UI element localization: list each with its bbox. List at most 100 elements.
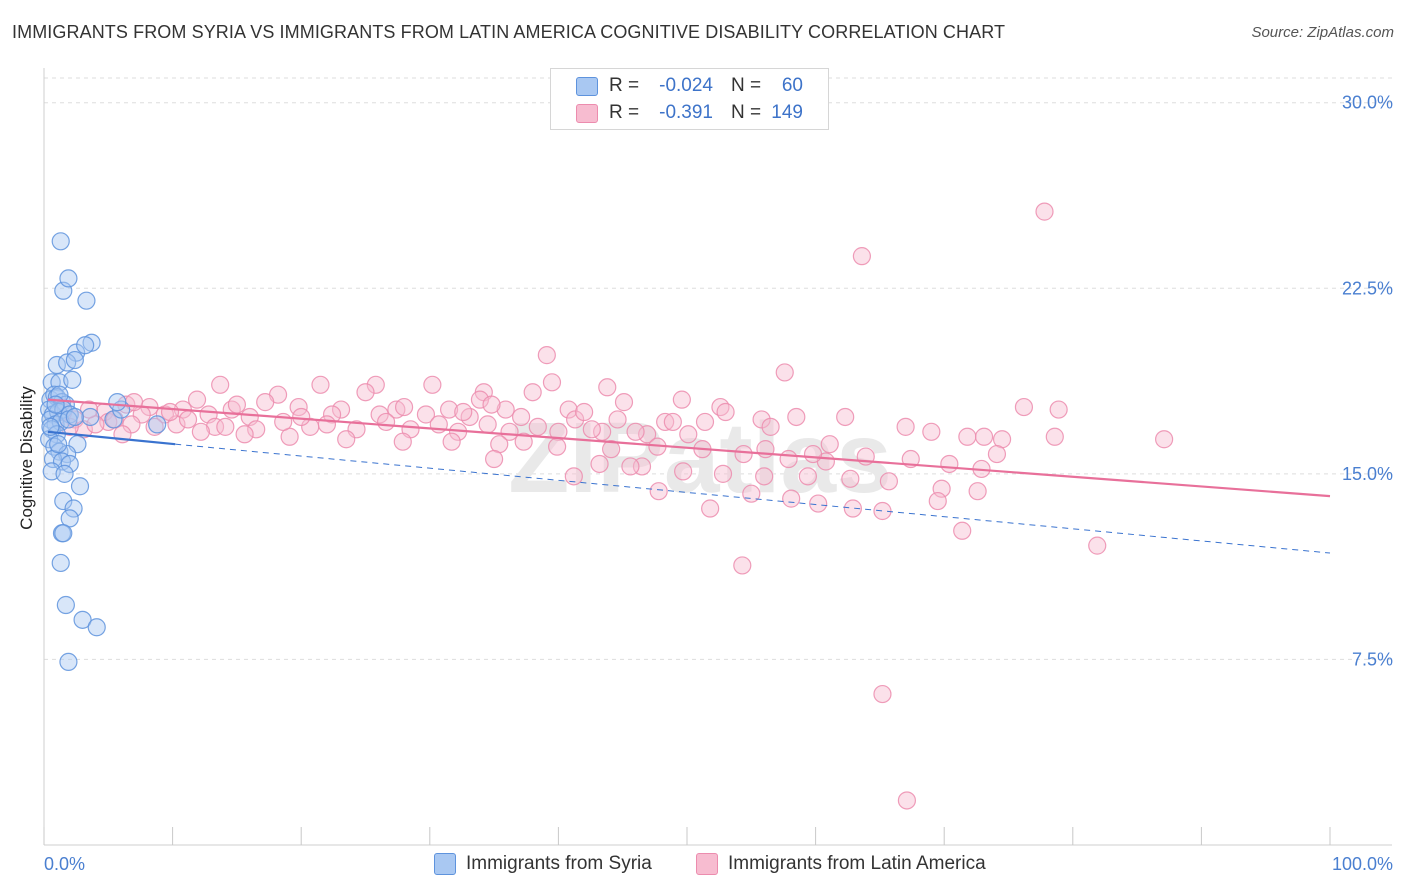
data-point-latin-america — [761, 417, 780, 436]
data-point-latin-america — [787, 407, 806, 427]
trend-line-latin-america — [47, 398, 1331, 498]
data-point-latin-america — [423, 375, 442, 394]
data-point-latin-america — [122, 415, 141, 434]
data-point-latin-america — [1155, 430, 1174, 449]
data-point-syria — [64, 499, 83, 518]
data-point-latin-america — [454, 402, 473, 422]
data-point-latin-america — [656, 412, 675, 432]
legend-row-latin-america: R = -0.391 N = 149 — [551, 100, 828, 127]
data-point-latin-america — [478, 415, 497, 434]
legend-r-value: -0.024 — [659, 75, 713, 96]
data-point-latin-america — [548, 437, 567, 456]
data-point-latin-america — [393, 432, 412, 451]
data-point-latin-america — [376, 412, 396, 432]
y-tick-label: 30.0% — [1342, 93, 1393, 113]
data-point-latin-america — [695, 412, 715, 432]
data-point-latin-america — [674, 462, 693, 481]
data-point-latin-america — [216, 417, 235, 436]
data-point-latin-america — [987, 444, 1007, 464]
data-point-latin-america — [598, 378, 617, 397]
data-point-latin-america — [672, 390, 691, 409]
data-point-latin-america — [292, 407, 311, 427]
legend-item-latin-america: Immigrants from Latin America — [696, 852, 1016, 876]
data-point-latin-america — [626, 422, 645, 441]
legend-r-value: -0.391 — [659, 102, 713, 123]
data-point-latin-america — [500, 422, 519, 441]
legend-swatch-latin-america — [696, 853, 718, 875]
data-point-latin-america — [590, 454, 609, 474]
data-point-latin-america — [356, 383, 375, 402]
data-point-syria — [54, 491, 73, 511]
data-point-latin-america — [608, 410, 627, 429]
data-point-latin-america — [779, 449, 798, 469]
data-point-syria — [51, 232, 70, 251]
data-point-latin-america — [879, 472, 899, 491]
legend-item-syria: Immigrants from Syria — [434, 852, 684, 876]
data-point-latin-america — [542, 373, 562, 392]
data-point-latin-america — [145, 417, 164, 436]
data-point-latin-america — [836, 407, 855, 427]
axes — [43, 68, 1392, 846]
data-point-latin-america — [1088, 536, 1107, 555]
data-point-latin-america — [775, 363, 794, 382]
data-point-latin-america — [564, 467, 583, 486]
data-point-latin-america — [514, 432, 533, 451]
data-point-latin-america — [701, 499, 720, 518]
data-point-latin-america — [940, 454, 959, 474]
legend-n-value: 149 — [771, 102, 803, 123]
data-point-latin-america — [713, 464, 733, 483]
trend-lines — [47, 398, 1331, 554]
y-tick-label: 7.5% — [1352, 649, 1393, 669]
data-point-latin-america — [549, 422, 568, 441]
legend-label-syria: Immigrants from Syria — [466, 853, 652, 874]
data-point-latin-america — [512, 407, 531, 427]
data-point-latin-america — [742, 484, 761, 503]
data-point-latin-america — [974, 427, 994, 446]
data-point-latin-america — [311, 375, 330, 394]
data-point-latin-america — [841, 469, 860, 488]
data-point-latin-america — [733, 556, 752, 575]
trend-line-syria — [47, 430, 176, 446]
x-tick-labels: 0.0% 100.0% — [44, 854, 1393, 874]
data-point-latin-america — [227, 395, 246, 414]
data-point-syria — [87, 618, 106, 637]
data-point-latin-america — [370, 405, 389, 424]
data-point-latin-america — [602, 440, 621, 459]
data-point-latin-america — [211, 375, 230, 394]
correlation-legend: R = -0.024 N = 60 R = -0.391 N = 149 — [550, 68, 829, 130]
data-point-syria — [148, 415, 167, 434]
data-point-latin-america — [803, 444, 823, 464]
data-point-latin-america — [843, 499, 862, 518]
data-point-latin-america — [191, 422, 210, 441]
legend-swatch-latin-america — [576, 104, 598, 123]
data-point-latin-america — [782, 489, 801, 508]
data-point-syria — [51, 553, 70, 573]
data-point-latin-america — [337, 430, 356, 449]
data-point-latin-america — [582, 420, 601, 439]
data-point-syria — [59, 652, 78, 672]
data-point-syria — [54, 524, 73, 543]
y-tick-label: 15.0% — [1342, 464, 1393, 484]
data-point-syria — [49, 435, 68, 454]
data-point-syria — [104, 410, 123, 429]
data-point-latin-america — [331, 400, 351, 419]
data-point-latin-america — [820, 435, 839, 454]
data-point-latin-america — [621, 457, 640, 476]
data-point-latin-america — [528, 417, 547, 436]
legend-label-latin-america: Immigrants from Latin America — [728, 853, 986, 874]
data-point-latin-america — [205, 417, 225, 436]
legend-n-label: N = — [731, 102, 762, 123]
data-point-latin-america — [439, 400, 459, 419]
data-point-latin-america — [614, 393, 634, 412]
data-point-latin-america — [922, 422, 941, 441]
data-point-latin-america — [1049, 400, 1068, 419]
data-point-latin-america — [968, 482, 987, 501]
data-point-latin-america — [482, 395, 501, 414]
data-point-syria — [73, 610, 92, 629]
legend-row-syria: R = -0.024 N = 60 — [551, 73, 828, 100]
legend-swatch-syria — [576, 77, 598, 96]
data-point-latin-america — [928, 491, 947, 511]
data-point-syria — [108, 393, 127, 412]
data-point-latin-america — [178, 410, 198, 429]
